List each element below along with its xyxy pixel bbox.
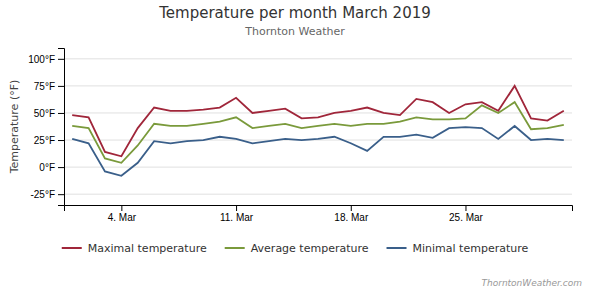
x-axis-line bbox=[65, 206, 573, 212]
y-tick: -25°F bbox=[30, 189, 64, 200]
x-tick: 18. Mar bbox=[334, 205, 369, 223]
grid-line bbox=[64, 85, 572, 86]
title: Temperature per month March 2019 bbox=[158, 4, 431, 22]
x-tick: 25. Mar bbox=[449, 205, 484, 223]
y-axis-line bbox=[58, 49, 65, 206]
y-tick-mark bbox=[58, 86, 64, 87]
y-axis: -25°F 0°F 25°F 50°F 75°F 100°F bbox=[28, 49, 64, 206]
x-tick-mark bbox=[236, 205, 237, 211]
subtitle: Thornton Weather bbox=[244, 25, 345, 38]
y-tick-mark bbox=[58, 194, 64, 195]
annotation: ThorntonWeather.com bbox=[481, 278, 582, 288]
y-tick-label: 75°F bbox=[34, 81, 55, 92]
plot: 4. Mar 11. Mar 18. Mar 25. Mar -25°F 0°F 25°F 5… bbox=[8, 49, 573, 224]
x-tick-mark bbox=[121, 205, 122, 211]
lines bbox=[72, 86, 564, 176]
y-tick-mark bbox=[58, 167, 64, 168]
chart: Temperature per month March 2019 Thornton… bbox=[0, 0, 590, 292]
y-tick-label: 100°F bbox=[28, 54, 55, 65]
legend-swatch bbox=[387, 247, 407, 249]
y-tick: 50°F bbox=[34, 108, 64, 119]
legend-swatch bbox=[62, 247, 82, 249]
grid-line bbox=[64, 167, 572, 168]
grid-line bbox=[64, 58, 572, 59]
series-line bbox=[72, 86, 564, 156]
x-tick: 4. Mar bbox=[108, 205, 137, 223]
legend-item: Minimal temperature bbox=[387, 242, 529, 255]
y-tick-label: 25°F bbox=[34, 135, 55, 146]
x-tick-label: 18. Mar bbox=[334, 212, 369, 223]
y-tick: 0°F bbox=[39, 162, 64, 173]
legend-label: Maximal temperature bbox=[88, 242, 207, 255]
legend-item: Maximal temperature bbox=[62, 242, 207, 255]
y-tick-label: 0°F bbox=[39, 162, 55, 173]
y-tick: 75°F bbox=[34, 81, 64, 92]
x-tick-label: 4. Mar bbox=[108, 212, 137, 223]
y-tick-mark bbox=[58, 59, 64, 60]
y-tick: 100°F bbox=[28, 54, 64, 65]
series-line bbox=[72, 126, 564, 176]
y-axis-title: Temperature (°F) bbox=[8, 80, 21, 175]
legend-label: Average temperature bbox=[251, 242, 369, 255]
legend-swatch bbox=[225, 247, 245, 249]
y-tick-mark bbox=[58, 113, 64, 114]
y-tick-mark bbox=[58, 140, 64, 141]
x-axis: 4. Mar 11. Mar 18. Mar 25. Mar bbox=[65, 205, 573, 223]
x-tick-label: 25. Mar bbox=[449, 212, 484, 223]
x-tick-label: 11. Mar bbox=[220, 212, 254, 223]
x-tick-mark bbox=[351, 205, 352, 211]
x-tick: 11. Mar bbox=[220, 205, 254, 223]
series-line bbox=[72, 102, 564, 163]
grid bbox=[64, 59, 572, 194]
y-tick-label: 50°F bbox=[34, 108, 55, 119]
legend-item: Average temperature bbox=[225, 242, 369, 255]
y-tick-label: -25°F bbox=[30, 189, 55, 200]
legend: Maximal temperature Average temperature Mi… bbox=[62, 242, 529, 255]
grid-line bbox=[64, 194, 572, 195]
x-tick-mark bbox=[465, 205, 466, 211]
legend-label: Minimal temperature bbox=[413, 242, 529, 255]
y-tick: 25°F bbox=[34, 135, 64, 146]
